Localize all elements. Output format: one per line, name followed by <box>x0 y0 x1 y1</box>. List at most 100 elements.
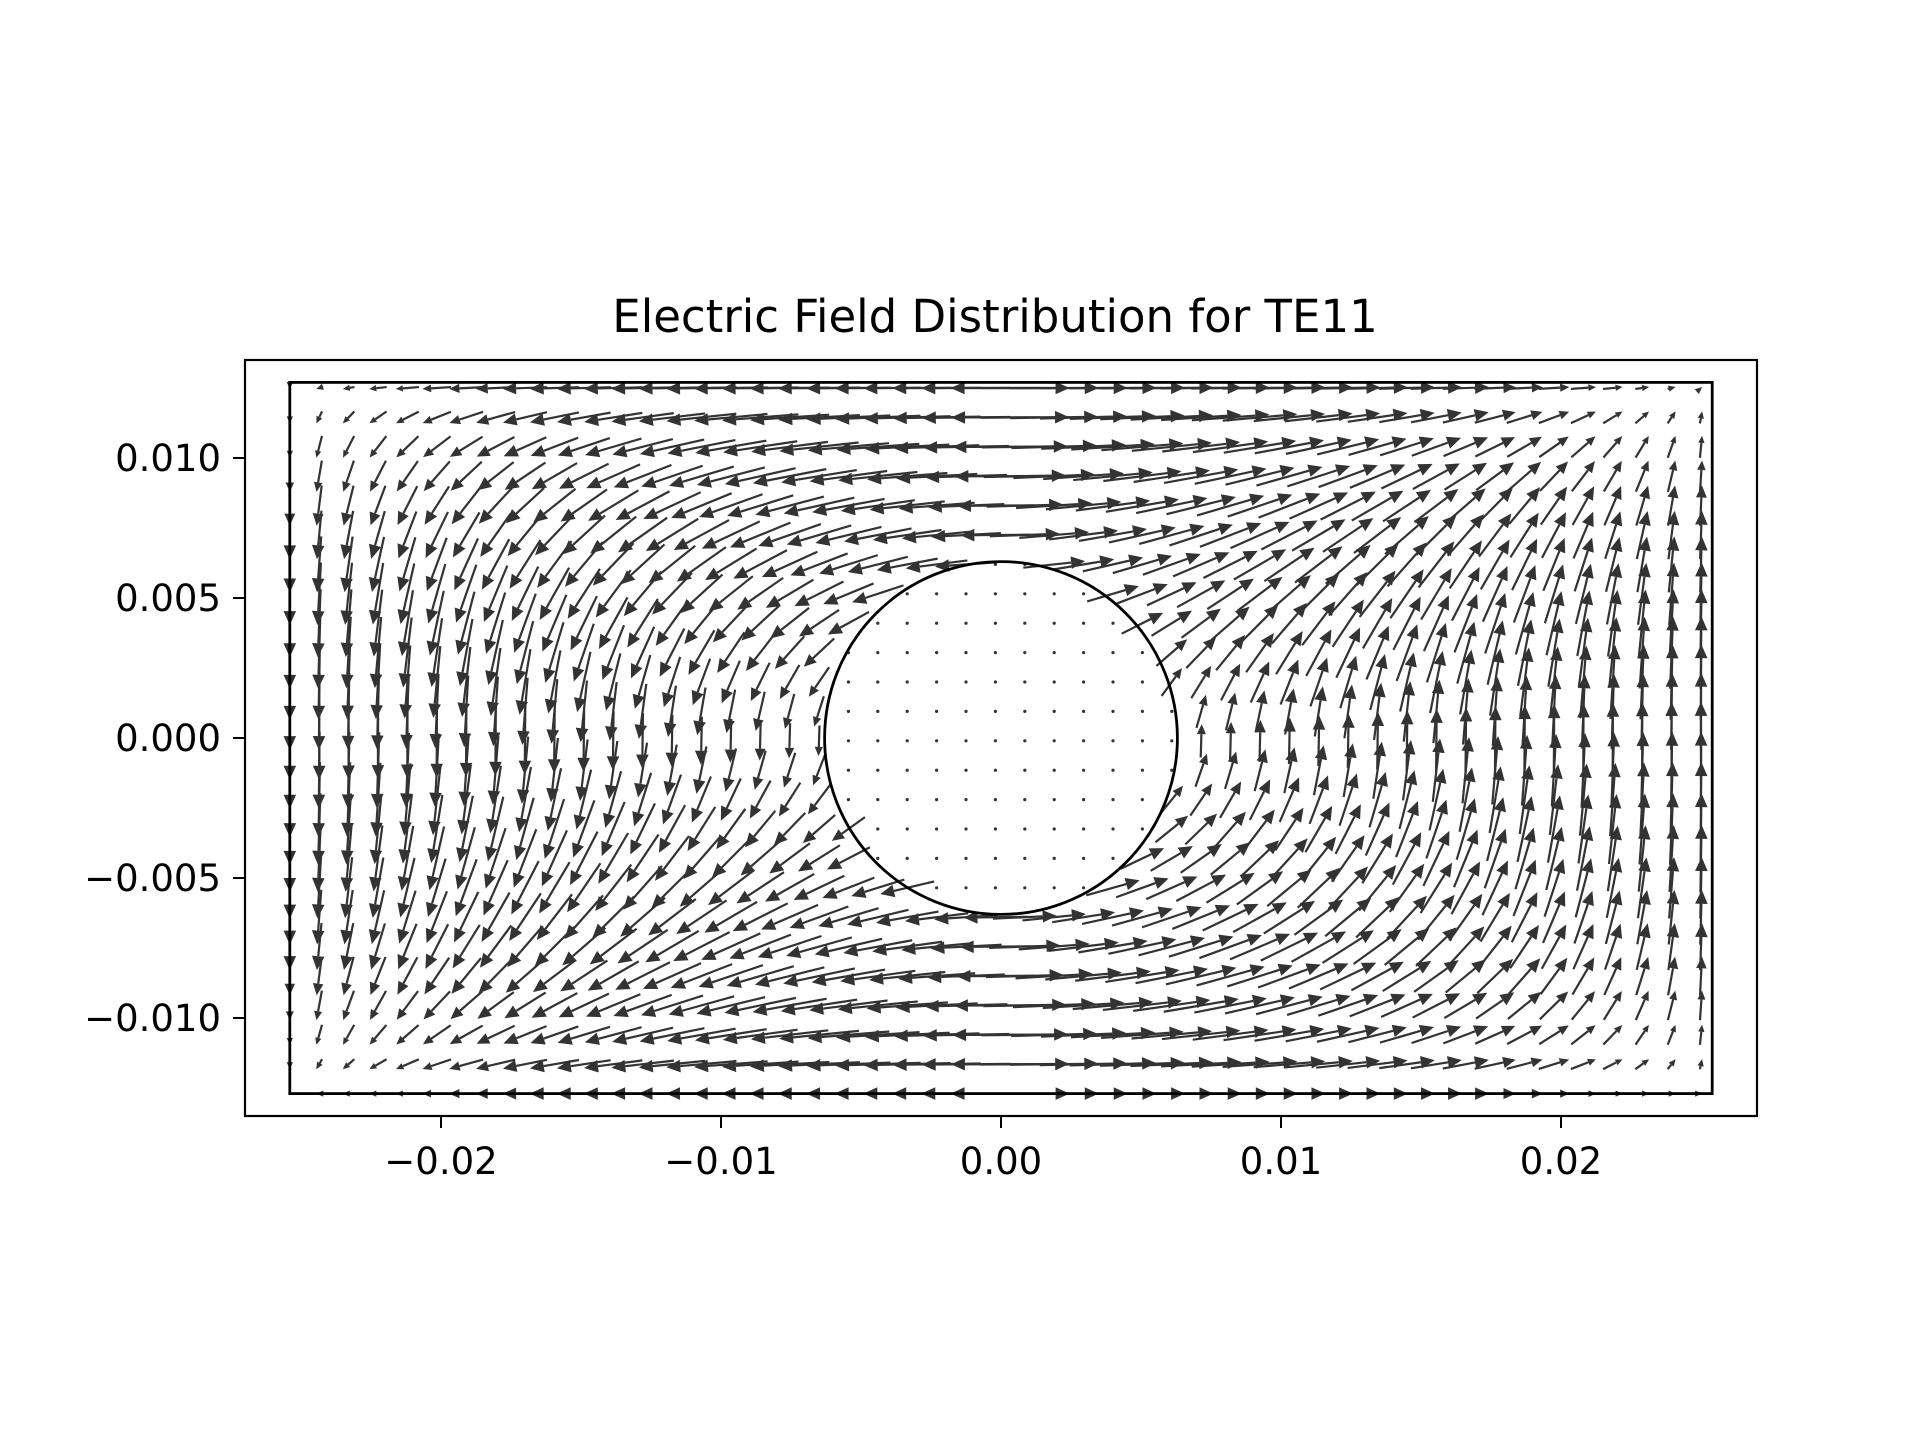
field-arrow-head <box>722 413 737 426</box>
field-arrow-head <box>639 444 655 458</box>
field-arrow-shaft <box>1442 1030 1476 1045</box>
field-arrow-head <box>529 413 545 426</box>
field-arrow <box>1698 435 1705 458</box>
field-arrow-head <box>1497 539 1510 555</box>
field-arrow <box>1412 993 1461 1019</box>
field-arrow <box>1511 538 1538 591</box>
field-arrow-head <box>1157 906 1173 919</box>
field-arrow-shaft <box>1607 807 1617 865</box>
field-arrow-head <box>449 1034 463 1045</box>
field-arrow-shaft <box>1570 386 1589 391</box>
field-arrow <box>449 1058 484 1071</box>
field-dot <box>1082 739 1086 743</box>
field-arrow-head <box>1344 743 1357 759</box>
field-arrow-shaft <box>599 489 639 515</box>
field-arrow-head <box>632 693 645 709</box>
field-arrow-head <box>1328 899 1344 913</box>
field-arrow-shaft <box>1453 606 1474 653</box>
field-arrow <box>669 465 735 488</box>
field-arrow-head <box>1309 436 1325 450</box>
field-arrow-shaft <box>430 410 452 421</box>
field-arrow <box>1602 460 1622 493</box>
field-arrow-head <box>1110 997 1125 1010</box>
field-arrow-head <box>1416 960 1432 974</box>
field-arrow-shaft <box>625 437 674 453</box>
field-arrow <box>722 1028 798 1045</box>
field-arrow <box>720 778 742 821</box>
field-arrow-head <box>1364 436 1380 449</box>
field-arrow-shaft <box>1045 502 1108 511</box>
field-arrow-shaft <box>1634 1062 1645 1071</box>
field-arrow-head <box>693 778 706 794</box>
field-arrow-shaft <box>1015 973 1079 980</box>
field-arrow-head <box>869 501 885 515</box>
field-arrow <box>1320 491 1376 521</box>
field-arrow-head <box>513 637 525 653</box>
field-arrow-shaft <box>1305 640 1326 677</box>
field-arrow <box>727 494 794 518</box>
field-arrow <box>661 774 683 825</box>
field-arrow-head <box>732 919 749 932</box>
field-arrow <box>666 1059 737 1073</box>
field-arrow-shaft <box>1348 441 1394 456</box>
field-arrow <box>584 1026 642 1045</box>
field-arrow-head <box>723 444 738 457</box>
field-arrow-shaft <box>1474 441 1504 458</box>
field-arrow <box>688 629 716 675</box>
field-arrow <box>1260 520 1318 551</box>
field-arrow-head <box>729 947 745 960</box>
field-arrow-head <box>312 735 326 751</box>
field-arrow-shaft <box>1043 473 1111 481</box>
field-arrow <box>1477 925 1512 969</box>
field-arrow-head <box>602 812 616 828</box>
field-arrow-head <box>1415 489 1431 503</box>
field-arrow-shaft <box>373 485 387 514</box>
field-arrow-shaft <box>1382 967 1420 993</box>
field-arrow-head <box>1227 751 1238 765</box>
field-arrow-head <box>1336 436 1352 449</box>
field-arrow-head <box>1638 510 1651 526</box>
field-arrow-head <box>1225 1025 1241 1039</box>
field-arrow-shaft <box>805 874 845 895</box>
field-arrow-head <box>1579 763 1592 779</box>
field-arrow <box>1215 634 1246 671</box>
field-arrow-shaft <box>1667 968 1675 996</box>
field-arrow <box>529 411 580 426</box>
field-arrow-head <box>1377 625 1390 642</box>
field-arrow-head <box>818 916 834 929</box>
field-arrow-head <box>892 411 907 425</box>
field-arrow-head <box>751 443 766 457</box>
field-arrow-shaft <box>459 858 478 904</box>
field-arrow-head <box>1609 857 1623 873</box>
field-arrow-head <box>831 829 845 841</box>
field-arrow-shaft <box>782 812 807 837</box>
field-arrow-head <box>704 920 720 933</box>
field-arrow-head <box>454 900 467 917</box>
field-arrow-shaft <box>687 546 727 575</box>
field-arrow-shaft <box>515 1025 547 1040</box>
field-arrow-shaft <box>1636 903 1646 945</box>
field-arrow <box>556 1059 611 1073</box>
field-arrow <box>663 744 678 796</box>
x-tick-label: −0.01 <box>664 1140 777 1183</box>
field-arrow-shaft <box>1483 841 1503 889</box>
field-arrow-shaft <box>1512 577 1532 623</box>
field-arrow-head <box>779 1031 794 1044</box>
field-arrow-head <box>761 918 777 930</box>
field-arrow-shaft <box>487 410 516 421</box>
field-arrow-shaft <box>1349 468 1393 489</box>
field-arrow-head <box>458 791 472 806</box>
field-arrow-head <box>892 1058 907 1071</box>
field-arrow-head <box>1264 840 1280 855</box>
field-arrow-head <box>1148 848 1165 860</box>
field-arrow <box>1478 513 1512 558</box>
field-arrow <box>1514 827 1536 890</box>
field-arrow-shaft <box>816 695 825 718</box>
field-arrow-head <box>562 540 578 555</box>
field-dot <box>1023 592 1027 596</box>
field-arrow-shaft <box>1448 904 1476 942</box>
field-arrow-head <box>426 608 439 624</box>
field-arrow-head <box>1493 797 1506 813</box>
field-arrow-shaft <box>459 410 484 421</box>
field-arrow <box>1165 964 1237 986</box>
